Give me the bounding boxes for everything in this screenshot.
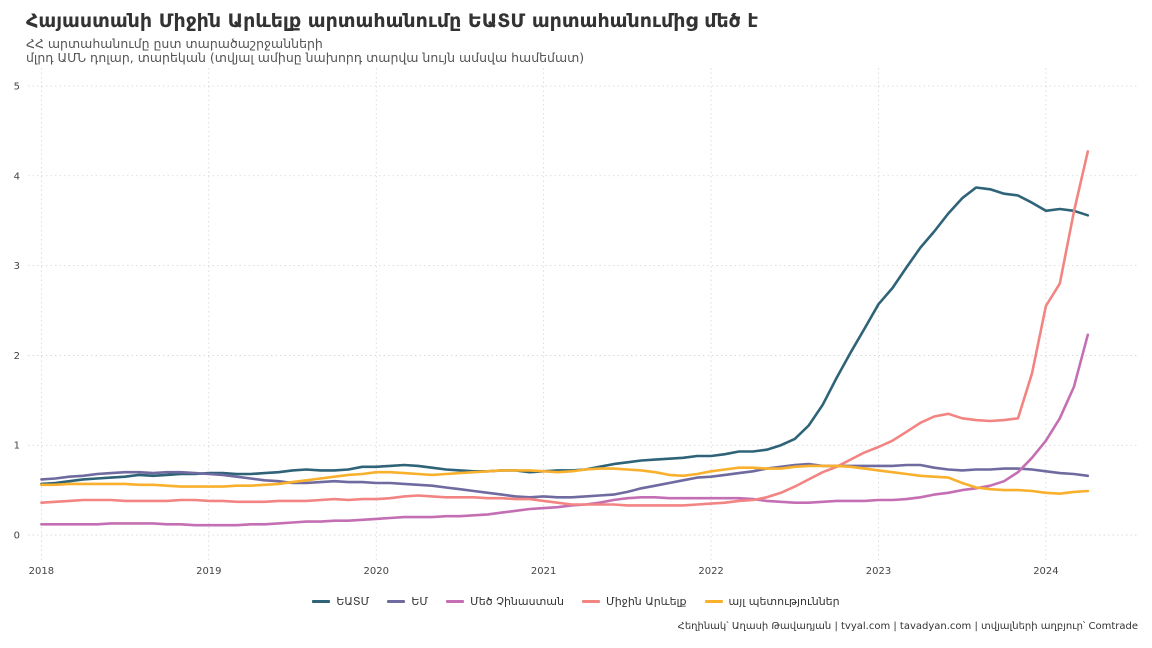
grid-lines [28,68,1138,562]
legend-swatch [387,600,406,603]
legend-label: Միջին Արևելք [605,595,687,608]
series-line-3 [40,150,1090,507]
y-tick-label: 0 [14,531,20,542]
legend-item: ԵՄ [387,595,428,608]
x-tick-label: 2022 [698,566,723,577]
legend-swatch [704,600,723,603]
y-tick-label: 1 [14,441,20,452]
chart-title: Հայաստանի Միջին Արևելք արտահանումը ԵԱՏՄ … [26,10,759,32]
series-line-1 [40,462,1090,499]
x-tick-label: 2018 [29,566,54,577]
series-line-0 [40,186,1090,486]
legend-item: ԵԱՏՄ [312,595,369,608]
legend-label: ԵԱՏՄ [336,595,370,608]
x-tick-label: 2020 [364,566,389,577]
chart-legend: ԵԱՏՄ ԵՄ Մեծ Չինաստան Միջին Արևելք այլ պետութ… [0,595,1152,608]
legend-label: Մեծ Չինաստան [470,595,564,608]
x-tick-label: 2023 [866,566,891,577]
legend-swatch [581,600,600,603]
x-tick-label: 2021 [531,566,556,577]
source-caption: Հեղինակ՝ Աղասի Թավադյան | tvyal.com | ta… [677,621,1138,632]
legend-swatch [446,600,465,603]
legend-item: Մեծ Չինաստան [446,595,564,608]
chart-subtitle: ՀՀ արտահանումը ըստ տարածաշրջանների մլրդ … [26,37,584,65]
legend-swatch [312,600,331,603]
subtitle-line-1: ՀՀ արտահանումը ըստ տարածաշրջանների [26,36,323,51]
series-line-2 [40,333,1090,527]
legend-item: Միջին Արևելք [581,595,687,608]
series-line-4 [40,464,1090,495]
legend-label: այլ պետություններ [728,595,840,608]
legend-label: ԵՄ [411,595,429,608]
line-chart: 0 1 2 3 4 5 2018 2019 2020 2021 2022 2023 2024 [14,68,1138,577]
series-lines [40,150,1090,527]
y-axis-ticks: 0 1 2 3 4 5 [14,81,20,541]
y-tick-label: 3 [14,261,20,272]
legend-item: այլ պետություններ [704,595,840,608]
x-tick-label: 2024 [1033,566,1058,577]
y-tick-label: 2 [14,351,20,362]
x-tick-label: 2019 [196,566,221,577]
x-axis-ticks: 2018 2019 2020 2021 2022 2023 2024 [29,566,1059,577]
y-tick-label: 4 [14,171,20,182]
subtitle-line-2: մլրդ ԱՄՆ դոլար, տարեկան (տվյալ ամիսը նախ… [26,50,585,65]
y-tick-label: 5 [14,81,20,92]
